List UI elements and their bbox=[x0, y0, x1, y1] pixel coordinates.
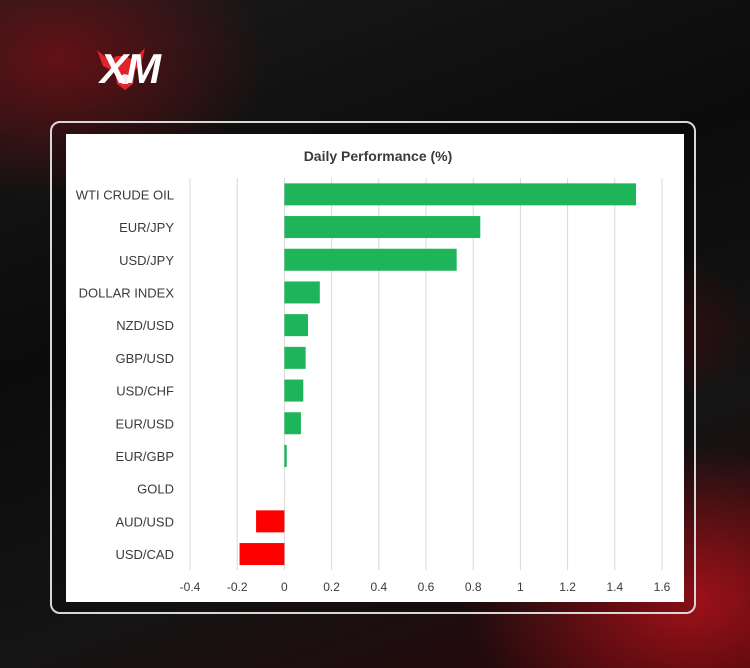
x-tick-label: 1.2 bbox=[559, 580, 576, 594]
x-tick-label: 0 bbox=[281, 580, 288, 594]
bar-wti-crude-oil bbox=[284, 183, 637, 206]
chart-panel: Daily Performance (%) WTI CRUDE OIL EUR/J… bbox=[66, 134, 684, 602]
category-label: EUR/USD bbox=[115, 416, 174, 431]
bar-dollar-index bbox=[284, 281, 320, 304]
bar-usd-cad bbox=[239, 543, 285, 566]
bar-nzd-usd bbox=[284, 314, 308, 337]
x-tick-label: 1.6 bbox=[654, 580, 671, 594]
bar-usd-jpy bbox=[284, 248, 457, 271]
category-label: DOLLAR INDEX bbox=[79, 285, 175, 300]
bar-gold bbox=[284, 477, 286, 500]
x-tick-label: 0.6 bbox=[418, 580, 435, 594]
bar-usd-chf bbox=[284, 379, 304, 402]
category-label: EUR/JPY bbox=[119, 220, 174, 235]
category-label: USD/JPY bbox=[119, 253, 174, 268]
category-label: AUD/USD bbox=[115, 514, 174, 529]
category-label: GOLD bbox=[137, 482, 174, 497]
category-label: WTI CRUDE OIL bbox=[76, 187, 174, 202]
chart-title: Daily Performance (%) bbox=[304, 148, 453, 164]
bar-aud-usd bbox=[256, 510, 285, 533]
x-tick-label: 1.4 bbox=[606, 580, 623, 594]
bar-eur-usd bbox=[284, 412, 301, 435]
bar-eur-jpy bbox=[284, 216, 481, 239]
bar-gbp-usd bbox=[284, 346, 306, 369]
category-label: EUR/GBP bbox=[115, 449, 174, 464]
bar-eur-gbp bbox=[284, 444, 287, 467]
brand-logo-text: XM bbox=[100, 45, 161, 92]
x-tick-label: -0.4 bbox=[180, 580, 201, 594]
category-label: USD/CHF bbox=[116, 384, 174, 399]
category-label: USD/CAD bbox=[115, 547, 174, 562]
x-tick-label: 1 bbox=[517, 580, 524, 594]
bull-head-icon bbox=[97, 48, 145, 90]
x-tick-label: 0.2 bbox=[323, 580, 340, 594]
daily-performance-chart: Daily Performance (%) WTI CRUDE OIL EUR/J… bbox=[76, 148, 671, 594]
category-label: GBP/USD bbox=[115, 351, 174, 366]
x-tick-label: 0.8 bbox=[465, 580, 482, 594]
x-tick-label: -0.2 bbox=[227, 580, 248, 594]
category-label: NZD/USD bbox=[116, 318, 174, 333]
x-tick-label: 0.4 bbox=[370, 580, 387, 594]
